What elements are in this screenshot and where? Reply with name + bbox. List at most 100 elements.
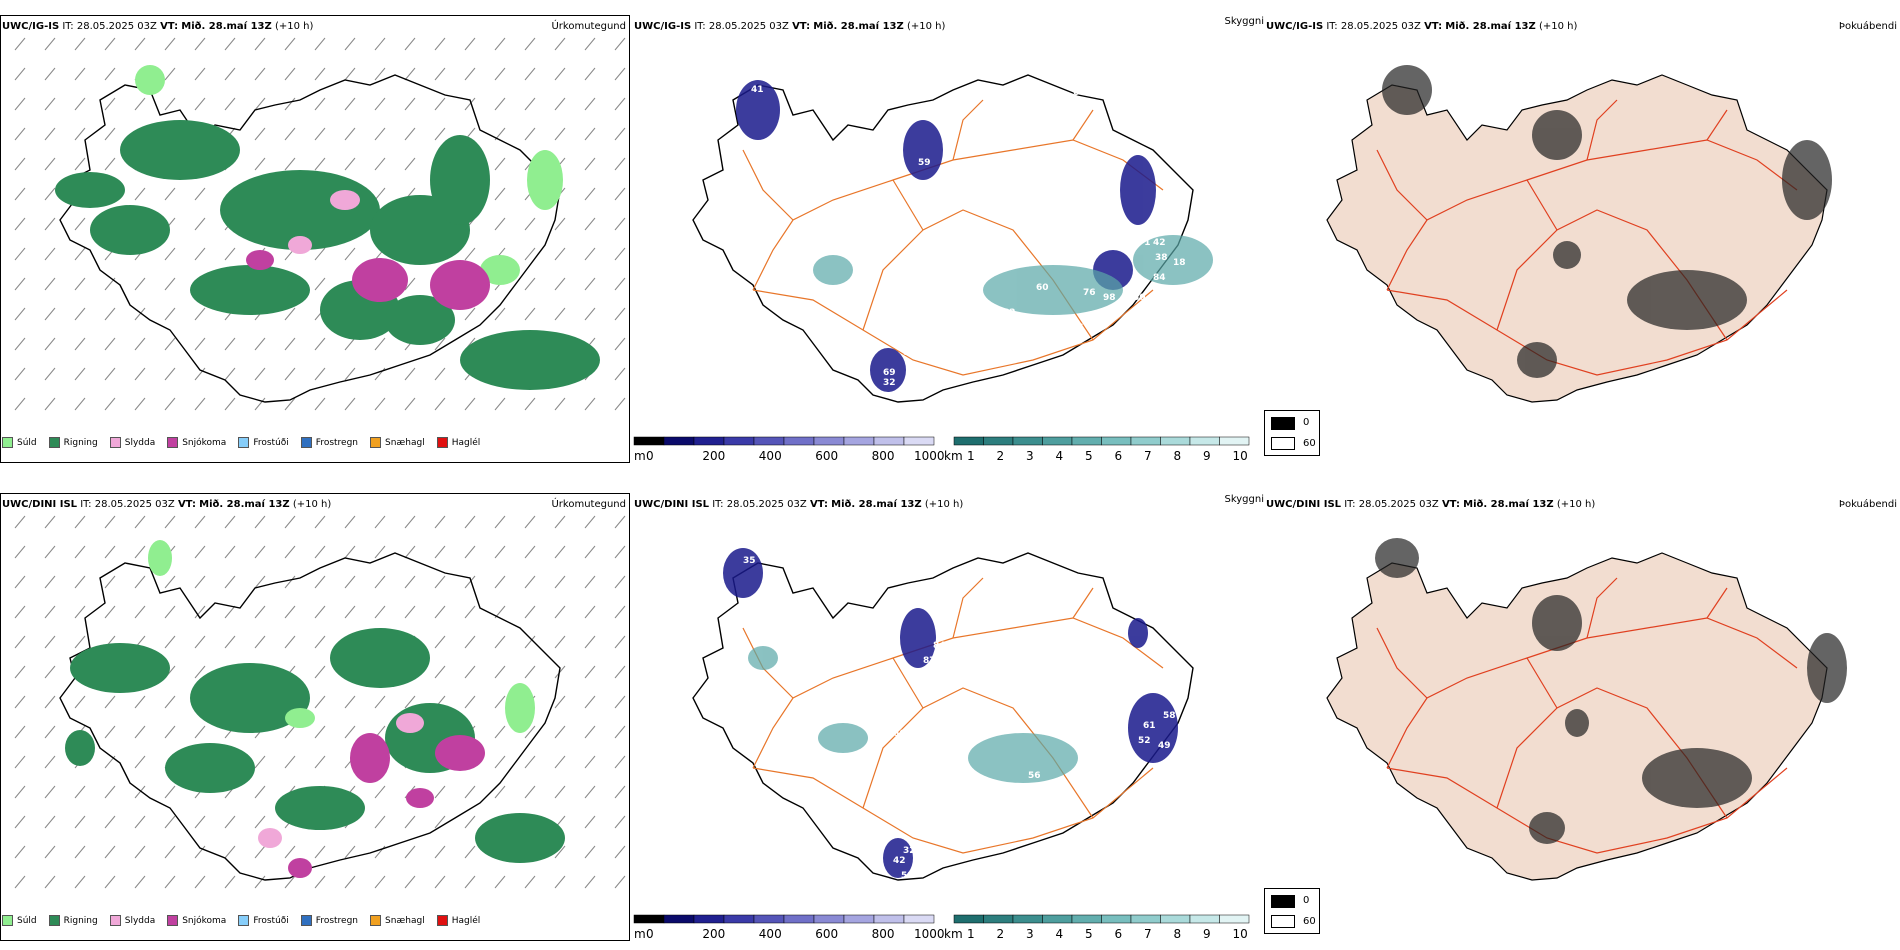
wind-barb [194,307,206,321]
wind-barb [254,875,266,889]
visibility-tick: 7 [1144,449,1152,463]
wind-barb [14,247,26,261]
wind-barb [284,845,296,859]
visibility-color-step [1130,914,1161,924]
cloud-base-color-step [903,436,935,446]
wind-barb [584,277,596,291]
cloud-base-color-step [843,436,875,446]
wind-barb [284,127,296,141]
wind-barb [14,845,26,859]
legend-swatch [300,915,312,926]
wind-barb [554,37,566,51]
wind-barb [104,337,116,351]
cloud-base-colorbar [633,914,935,924]
wind-barb [344,247,356,261]
wind-barb [14,67,26,81]
legend-swatch [436,437,448,448]
wind-barb [344,575,356,589]
wind-barb [584,575,596,589]
wind-barb [14,605,26,619]
visibility-color-step [953,914,984,924]
visibility-tick: 1 [967,927,975,941]
road-line [1586,577,1618,639]
visibility-areas [813,235,1213,315]
wind-barb [554,875,566,889]
cloud-base-value: 38 [1155,253,1168,263]
road-line [952,577,984,639]
wind-barb [344,515,356,529]
visibility-tick: 2 [997,927,1005,941]
wind-barb [314,337,326,351]
cloud-base-tick: 600 [815,927,838,941]
wind-barb [134,575,146,589]
cloud-base-value: 32 [883,378,896,388]
wind-barb [44,515,56,529]
wind-barb [14,575,26,589]
wind-barb [314,845,326,859]
cloud-base-tick: 400 [759,449,782,463]
cloud-base-color-step [873,436,905,446]
wind-barb [434,575,446,589]
wind-barb [614,755,626,769]
legend-swatch [2,915,13,926]
wind-barb [134,695,146,709]
wind-barb [464,37,476,51]
wind-barb [524,665,536,679]
wind-barb [314,515,326,529]
wind-barb [44,545,56,559]
visibility-tick: 4 [1056,927,1064,941]
precip-map[interactable] [0,30,630,430]
wind-barb [44,277,56,291]
wind-barb [134,515,146,529]
wind-barb [44,665,56,679]
wind-barb [14,665,26,679]
wind-barb [134,187,146,201]
wind-barb [374,605,386,619]
cloud-base-value: 37 [933,178,946,188]
rain-areas [65,628,565,863]
cloud-base-value: 58 [1163,711,1176,721]
cloud-base-value: 71 [1138,238,1151,248]
wind-barb [464,785,476,799]
wind-barb [314,67,326,81]
visibility-tick: 8 [1174,449,1182,463]
fog-map[interactable] [1264,508,1900,888]
road-line [1072,109,1094,141]
visibility-color-step [1160,436,1191,446]
wind-barb [584,695,596,709]
cloud-base-value: 68 [863,761,876,771]
wind-barb [344,545,356,559]
precip-map[interactable] [0,508,630,908]
wind-barb [164,37,176,51]
wind-barb [44,97,56,111]
visibility-tick: 5 [1085,449,1093,463]
wind-barb [104,67,116,81]
cloud-base-value: 61 [1143,721,1156,731]
cloud-visibility-panel: UWC/DINI ISL IT: 28.05.2025 03Z VT: Mið.… [632,478,1264,948]
visibility-color-step [1071,436,1102,446]
wind-barb [614,875,626,889]
wind-barb [134,367,146,381]
road-line [1386,139,1798,291]
legend-item: Súld [2,437,37,448]
wind-barb [314,575,326,589]
wind-barb [104,545,116,559]
wind-barb [614,515,626,529]
wind-barb [464,575,476,589]
wind-barb [374,875,386,889]
cloud-base-value: 03 [941,253,954,263]
wind-barb [14,277,26,291]
wind-barb [14,337,26,351]
cloud-base-value: 84 [1153,273,1166,283]
wind-barb [614,247,626,261]
wind-barb [14,875,26,889]
field-name: Skyggni [1224,16,1264,27]
wind-barb [194,217,206,231]
wind-barb [434,337,446,351]
cloud-base-value: 84 [933,641,946,651]
wind-barb [194,515,206,529]
fog-map[interactable] [1264,30,1900,410]
